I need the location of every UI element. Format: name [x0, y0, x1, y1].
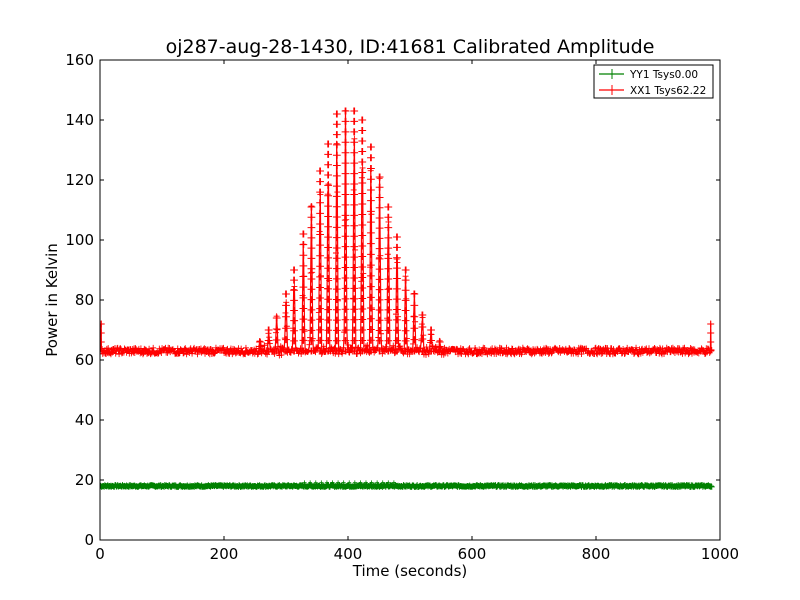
series-peak-markers: [100, 107, 715, 355]
legend-box: [593, 64, 714, 99]
y-axis-ticks: 0 20 40 60 80 100 120 140 160: [65, 51, 720, 549]
legend-marker: [607, 69, 617, 79]
y-tick-label: 100: [65, 231, 94, 249]
x-axis-ticks: 0 200 400 600 800 1000: [95, 60, 739, 563]
legend-label: XX1 Tsys62.22: [630, 85, 706, 97]
y-tick-label: 60: [75, 351, 94, 369]
series-markers: [100, 482, 715, 490]
series-yy1: [100, 480, 715, 490]
x-axis-label: Time (seconds): [352, 562, 468, 580]
x-tick-label: 600: [458, 545, 487, 563]
chart-title: oj287-aug-28-1430, ID:41681 Calibrated A…: [166, 36, 655, 58]
series-layer: [100, 107, 715, 490]
legend-entry: XX1 Tsys62.22: [599, 85, 706, 97]
legend: YY1 Tsys0.00 XX1 Tsys62.22: [593, 64, 714, 99]
x-tick-label: 200: [210, 545, 239, 563]
series-xx1: [100, 107, 715, 359]
y-tick-label: 40: [75, 411, 94, 429]
y-tick-label: 80: [75, 291, 94, 309]
y-tick-label: 120: [65, 171, 94, 189]
legend-label: YY1 Tsys0.00: [629, 69, 698, 81]
y-axis-label: Power in Kelvin: [43, 243, 61, 357]
plot-frame: [99, 59, 721, 541]
x-tick-label: 0: [95, 545, 105, 563]
y-tick-label: 160: [65, 51, 94, 69]
x-tick-label: 400: [334, 545, 363, 563]
legend-marker: [607, 85, 617, 95]
series-markers-extra: [302, 480, 396, 485]
y-tick-label: 20: [75, 471, 94, 489]
x-tick-label: 1000: [701, 545, 739, 563]
y-tick-label: 140: [65, 111, 94, 129]
legend-entry: YY1 Tsys0.00: [599, 69, 698, 81]
x-tick-label: 800: [582, 545, 611, 563]
y-tick-label: 0: [84, 531, 94, 549]
